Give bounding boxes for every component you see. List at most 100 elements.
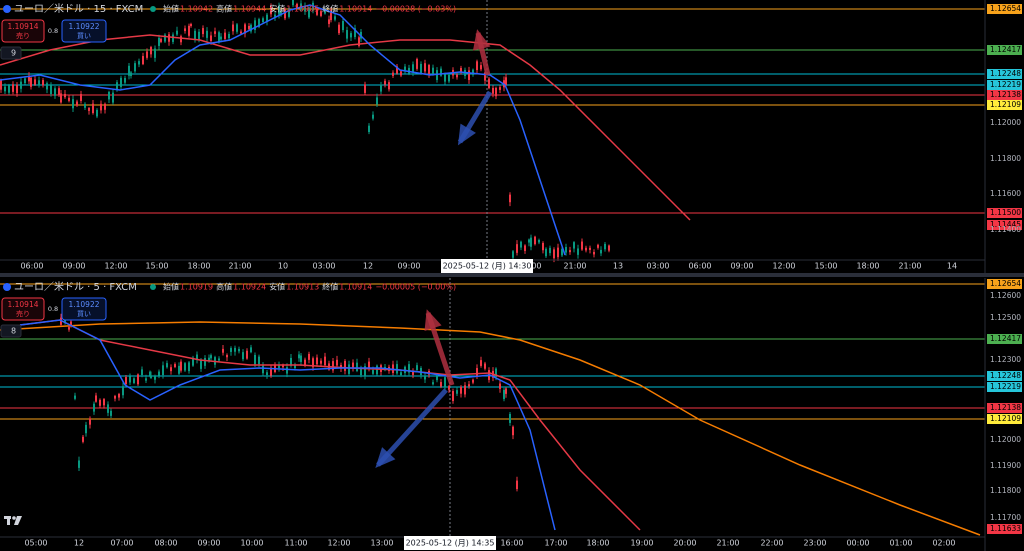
- price-label: 1.12417: [990, 45, 1021, 54]
- time-label: 09:00: [397, 262, 420, 271]
- candle-body: [368, 361, 370, 369]
- candle-body: [528, 239, 530, 243]
- time-label: 12: [74, 539, 84, 548]
- candle-body: [242, 352, 244, 360]
- candle-body: [154, 375, 156, 380]
- candle-body: [250, 347, 252, 353]
- price-label: 1.11445: [990, 220, 1021, 229]
- ma-line: [0, 321, 981, 536]
- candle-body: [509, 194, 511, 203]
- candle-body: [16, 84, 18, 94]
- candle-body: [452, 391, 454, 401]
- price-label-bg: [987, 414, 1022, 424]
- candle-body: [68, 97, 70, 101]
- candle-body: [495, 87, 497, 97]
- candle-body: [184, 363, 186, 371]
- ohlc-key: 安値: [269, 282, 285, 292]
- candle-body: [0, 80, 2, 90]
- buy-button[interactable]: [61, 19, 107, 43]
- candle-body: [316, 357, 318, 365]
- sell-button[interactable]: [1, 19, 45, 43]
- time-label: 13:00: [370, 539, 393, 548]
- price-label: 1.11633: [990, 524, 1021, 533]
- candle-body: [338, 24, 340, 34]
- indicator-toggle[interactable]: [0, 46, 22, 60]
- indicator-toggle[interactable]: [0, 324, 22, 338]
- candle-body: [300, 3, 302, 10]
- candle-body: [516, 244, 518, 253]
- spread: 0.8: [48, 27, 58, 35]
- candle-body: [95, 395, 97, 402]
- candle-body: [412, 64, 414, 73]
- logo-mark: [7, 516, 10, 525]
- ohlc-key: 終値: [322, 282, 338, 292]
- candle-body: [368, 125, 370, 133]
- price-label: 1.11600: [990, 189, 1021, 198]
- candle-body: [166, 363, 168, 368]
- price-label: 1.12219: [990, 80, 1021, 89]
- candle-body: [294, 364, 296, 369]
- candle-body: [92, 103, 94, 114]
- candle-body: [577, 248, 579, 255]
- price-label: 1.12417: [990, 334, 1021, 343]
- sell-label: 売り: [16, 31, 30, 40]
- candle-body: [432, 382, 434, 385]
- candle-body: [76, 101, 78, 106]
- candle-body: [278, 5, 280, 15]
- time-label: 09:00: [62, 262, 85, 271]
- candle-body: [226, 354, 228, 358]
- time-label: 12:00: [104, 262, 127, 271]
- candle-body: [172, 34, 174, 42]
- sell-button[interactable]: [1, 297, 45, 321]
- time-label: 03:00: [312, 262, 335, 271]
- candle-body: [142, 56, 144, 65]
- candle-body: [46, 83, 48, 90]
- candle-body: [149, 371, 151, 376]
- ohlc-value: 1.10914: [339, 283, 372, 292]
- candle-body: [352, 362, 354, 369]
- time-label: 18:00: [856, 262, 879, 271]
- candle-body: [190, 24, 192, 27]
- buy-button[interactable]: [61, 297, 107, 321]
- candle-body: [266, 372, 268, 376]
- candle-body: [133, 378, 135, 384]
- candle-body: [400, 372, 402, 376]
- candle-body: [589, 247, 591, 250]
- price-label: 1.11500: [990, 208, 1021, 217]
- candle-body: [304, 359, 306, 366]
- price-label: 1.12248: [990, 371, 1021, 380]
- candle-body: [158, 37, 160, 46]
- candle-body: [206, 30, 208, 38]
- candle-body: [110, 410, 112, 416]
- price-label: 1.11400: [990, 225, 1021, 234]
- candle-body: [400, 71, 402, 76]
- candle-body: [581, 241, 583, 250]
- candle-body: [222, 348, 224, 353]
- candle-body: [444, 377, 446, 387]
- symbol: ユーロ／米ドル · 5 · FXCM: [14, 280, 137, 293]
- candle-body: [476, 368, 478, 377]
- price-label-bg: [987, 220, 1022, 230]
- candle-body: [72, 99, 74, 109]
- candle-body: [254, 20, 256, 30]
- indicator-count: 9: [11, 49, 16, 58]
- candle-body: [472, 379, 474, 383]
- change: −0.00005 (−0.00%): [375, 283, 456, 292]
- cursor-time-bg: [441, 259, 533, 273]
- price-label-bg: [987, 524, 1022, 534]
- candle-body: [573, 242, 575, 249]
- candle-body: [240, 31, 242, 34]
- candle-body: [164, 34, 166, 42]
- candle-body: [312, 358, 314, 368]
- candle-body: [103, 399, 105, 406]
- candle-body: [516, 480, 518, 490]
- candle-body: [444, 74, 446, 82]
- candle-body: [34, 79, 36, 85]
- candle-body: [80, 94, 82, 101]
- candle-body: [20, 81, 22, 89]
- candle-body: [372, 114, 374, 119]
- candle-body: [50, 85, 52, 95]
- price-label: 1.12138: [990, 403, 1021, 412]
- candle-body: [600, 249, 602, 254]
- candle-body: [188, 362, 190, 372]
